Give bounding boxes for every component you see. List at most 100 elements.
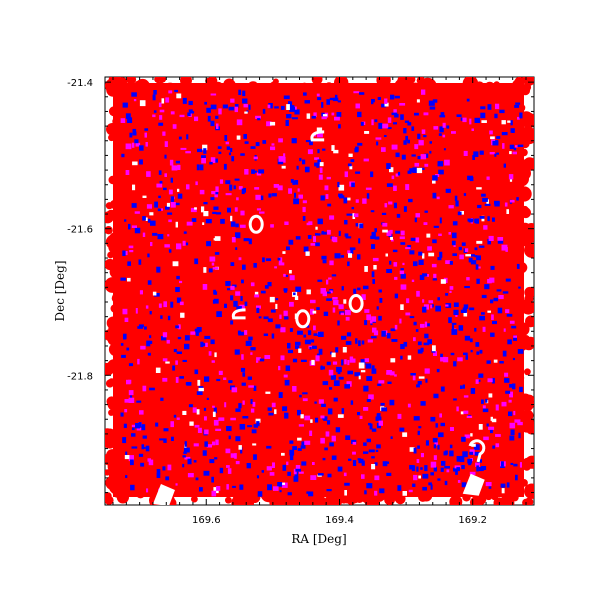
magenta-point: [131, 424, 137, 428]
coverage-point: [105, 495, 109, 502]
blue-point: [518, 432, 521, 439]
gap-point: [364, 131, 370, 134]
coverage-point: [108, 409, 115, 416]
magenta-point: [218, 417, 225, 421]
magenta-point: [349, 358, 356, 363]
blue-point: [357, 111, 362, 118]
blue-point: [390, 436, 393, 439]
coverage-point: [154, 77, 161, 83]
blue-point: [187, 112, 191, 117]
magenta-point: [352, 451, 356, 455]
blue-point: [509, 144, 515, 149]
blue-point: [351, 206, 355, 210]
blue-point: [303, 246, 309, 252]
blue-point: [480, 106, 486, 110]
blue-point: [496, 136, 501, 139]
magenta-point: [231, 387, 238, 393]
blue-point: [228, 435, 231, 440]
blue-point: [216, 378, 221, 382]
blue-point: [464, 286, 470, 289]
magenta-point: [384, 203, 388, 208]
magenta-point: [248, 385, 254, 388]
blue-point: [480, 112, 486, 119]
blue-point: [510, 462, 514, 465]
blue-point: [366, 399, 371, 402]
blue-point: [313, 333, 319, 336]
blue-point: [182, 359, 187, 362]
blue-point: [500, 465, 505, 468]
blue-point: [327, 203, 332, 207]
blue-point: [497, 238, 504, 244]
gap-point: [145, 217, 148, 221]
blue-point: [360, 121, 364, 126]
magenta-point: [129, 250, 134, 253]
blue-point: [383, 461, 390, 464]
magenta-point: [273, 184, 279, 188]
coverage-point: [397, 80, 408, 91]
blue-point: [433, 444, 437, 449]
blue-point: [486, 423, 489, 427]
magenta-point: [176, 417, 180, 420]
magenta-point: [269, 472, 275, 476]
blue-point: [455, 469, 458, 475]
blue-point: [440, 467, 444, 472]
blue-point: [308, 491, 314, 497]
magenta-point: [164, 173, 167, 177]
magenta-point: [171, 165, 178, 171]
gap-point: [476, 240, 483, 244]
blue-point: [355, 223, 359, 227]
blue-point: [341, 335, 347, 340]
coverage-point: [516, 186, 532, 202]
blue-point: [430, 484, 433, 490]
blue-point: [375, 449, 379, 452]
blue-point: [460, 309, 467, 313]
blue-point: [494, 200, 500, 205]
magenta-point: [272, 462, 275, 468]
blue-point: [254, 170, 258, 173]
blue-point: [214, 252, 220, 255]
blue-point: [301, 441, 306, 446]
blue-point: [451, 322, 457, 325]
blue-point: [433, 393, 439, 399]
hole-ring: [295, 309, 311, 329]
blue-point: [470, 254, 475, 257]
blue-point: [507, 339, 512, 345]
blue-point: [288, 105, 295, 110]
magenta-point: [422, 299, 425, 303]
blue-point: [467, 458, 473, 464]
magenta-point: [322, 291, 327, 297]
blue-point: [280, 105, 285, 110]
blue-point: [440, 422, 445, 427]
gap-point: [194, 207, 197, 210]
magenta-point: [418, 140, 424, 146]
magenta-point: [284, 221, 289, 225]
blue-point: [357, 412, 361, 416]
magenta-point: [393, 185, 397, 191]
coverage-point: [109, 429, 125, 445]
magenta-point: [345, 316, 350, 321]
magenta-point: [250, 352, 253, 355]
blue-point: [400, 273, 406, 279]
blue-point: [182, 455, 186, 458]
magenta-point: [167, 464, 172, 471]
magenta-point: [371, 119, 374, 126]
coverage-point: [216, 86, 224, 94]
blue-point: [513, 463, 518, 467]
magenta-point: [193, 443, 199, 447]
coverage-point: [105, 258, 116, 271]
magenta-point: [170, 202, 176, 208]
blue-point: [501, 461, 504, 467]
blue-point: [170, 301, 174, 308]
coverage-point: [105, 226, 113, 235]
blue-point: [211, 476, 214, 483]
gap-point: [297, 437, 302, 441]
blue-point: [194, 328, 197, 333]
gap-point: [432, 345, 436, 352]
blue-point: [250, 399, 253, 405]
magenta-point: [355, 199, 359, 203]
coverage-point: [113, 100, 124, 111]
coverage-point: [108, 240, 118, 251]
magenta-point: [226, 484, 229, 490]
blue-point: [458, 325, 464, 331]
blue-point: [309, 346, 312, 350]
